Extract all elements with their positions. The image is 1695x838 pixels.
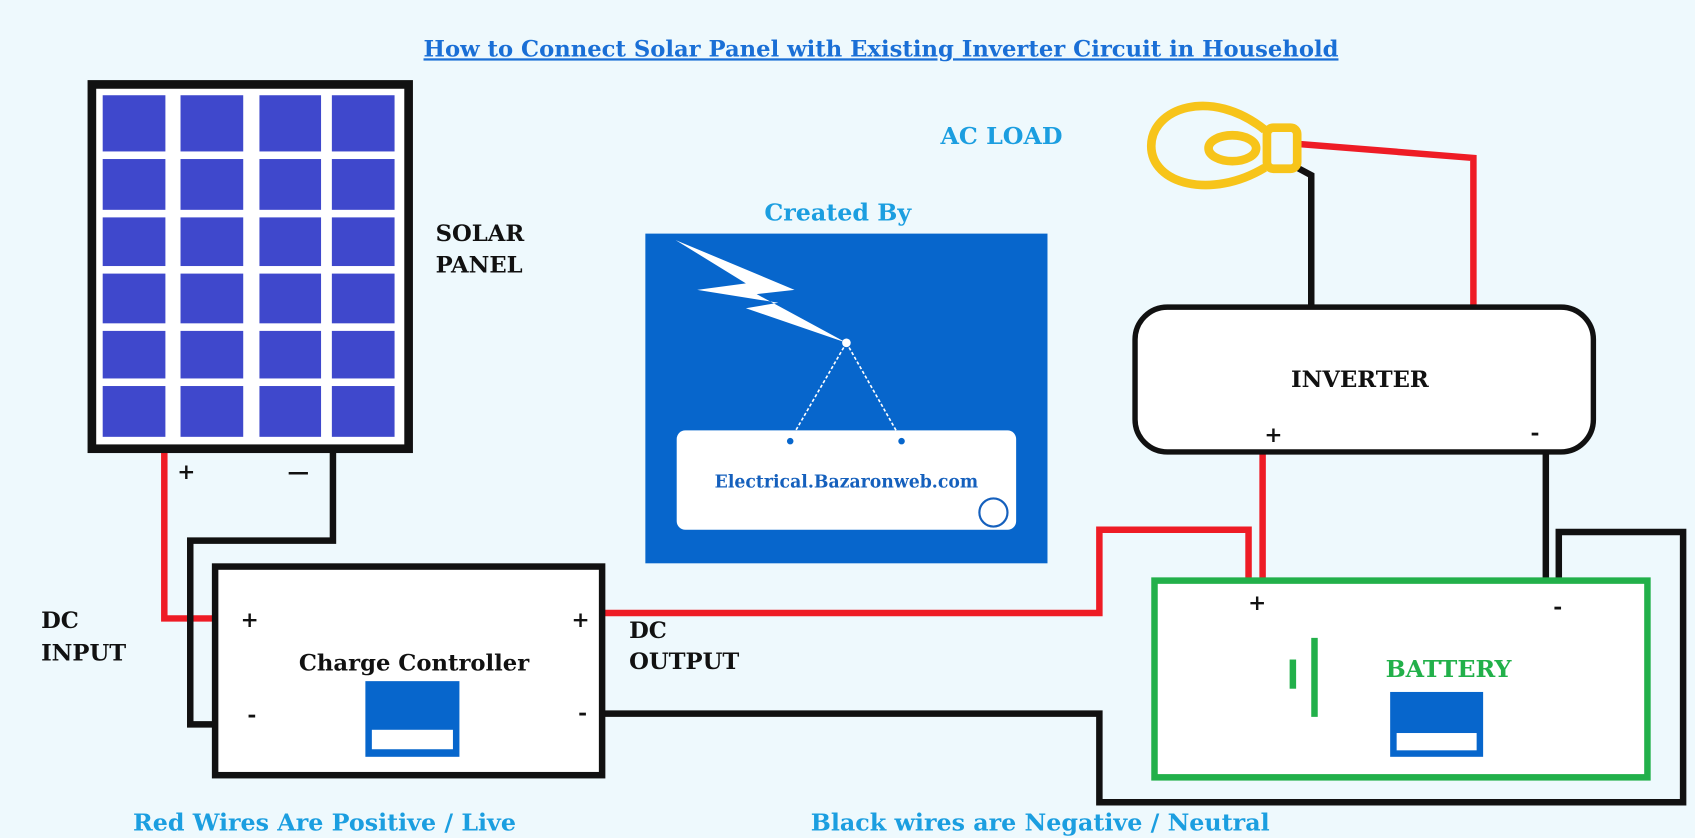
bulb (1146, 101, 1302, 190)
solar-cell (180, 273, 244, 324)
logo-line (789, 342, 848, 441)
logo-caption: Created By (764, 199, 912, 227)
terminal-sign: - (1553, 595, 1562, 620)
solar-cell (331, 95, 395, 152)
solar-cell (259, 386, 322, 437)
terminal-sign: - (247, 703, 256, 728)
solar-cell (259, 95, 322, 152)
terminal-sign: - (578, 701, 587, 726)
wire-black (602, 528, 1687, 806)
dc-output-label: OUTPUT (629, 649, 739, 675)
terminal-sign: + (1264, 423, 1282, 448)
solar-cell (259, 273, 322, 324)
controller-label: Charge Controller (299, 650, 530, 676)
logo-site: Electrical.Bazaronweb.com (715, 473, 979, 493)
solar-cell (331, 159, 395, 210)
solar-cell (180, 217, 244, 267)
small-logo-sign (1396, 733, 1477, 751)
terminal-sign: — (288, 460, 310, 485)
solar-cell (331, 386, 395, 437)
solar-cells (102, 95, 395, 437)
logo-dot (898, 437, 905, 445)
wire-black (1295, 164, 1315, 308)
solar-cell (180, 386, 244, 437)
solar-cell (102, 159, 166, 210)
logo-dot (842, 338, 851, 348)
legend-black: Black wires are Negative / Neutral (811, 808, 1270, 836)
solar-cell (180, 159, 244, 210)
wire-red (602, 526, 1252, 617)
solar-cell (102, 273, 166, 324)
dc-input-label: INPUT (41, 641, 126, 667)
battery-label: BATTERY (1386, 655, 1513, 683)
solar-cell (102, 217, 166, 267)
terminal-sign: - (1531, 421, 1540, 446)
terminal-sign: + (241, 608, 259, 633)
solar-cell (102, 386, 166, 437)
logo-dot (786, 437, 794, 445)
solar-cell (180, 330, 244, 379)
globe (978, 497, 1009, 528)
lightning (675, 240, 847, 343)
solar-cell (259, 330, 322, 379)
solar-cell (331, 330, 395, 379)
solar-label: PANEL (436, 253, 523, 279)
terminal-sign: + (1248, 591, 1266, 616)
wire-black (187, 448, 337, 728)
terminal-sign: + (177, 460, 195, 485)
legend-red: Red Wires Are Positive / Live (133, 808, 516, 836)
solar-cell (259, 217, 322, 267)
ac-load-label: AC LOAD (939, 122, 1062, 150)
dc-input-label: DC (41, 608, 79, 634)
solar-cell (331, 217, 395, 267)
solar-cell (259, 159, 322, 210)
wire-red (1296, 140, 1477, 311)
inverter-label: INVERTER (1291, 367, 1429, 393)
dc-output-label: DC (629, 618, 667, 644)
logo-line (845, 342, 903, 441)
logo-sign (676, 430, 1017, 530)
inverter (1132, 304, 1597, 455)
wire-red (161, 448, 222, 622)
solar-cell (331, 273, 395, 324)
solar-label: SOLAR (436, 221, 525, 247)
solar-cell (102, 95, 166, 152)
terminal-sign: + (571, 608, 589, 633)
solar-cell (102, 330, 166, 379)
solar-cell (180, 95, 244, 152)
title: How to Connect Solar Panel with Existing… (424, 36, 1339, 62)
small-logo-sign (371, 729, 453, 750)
